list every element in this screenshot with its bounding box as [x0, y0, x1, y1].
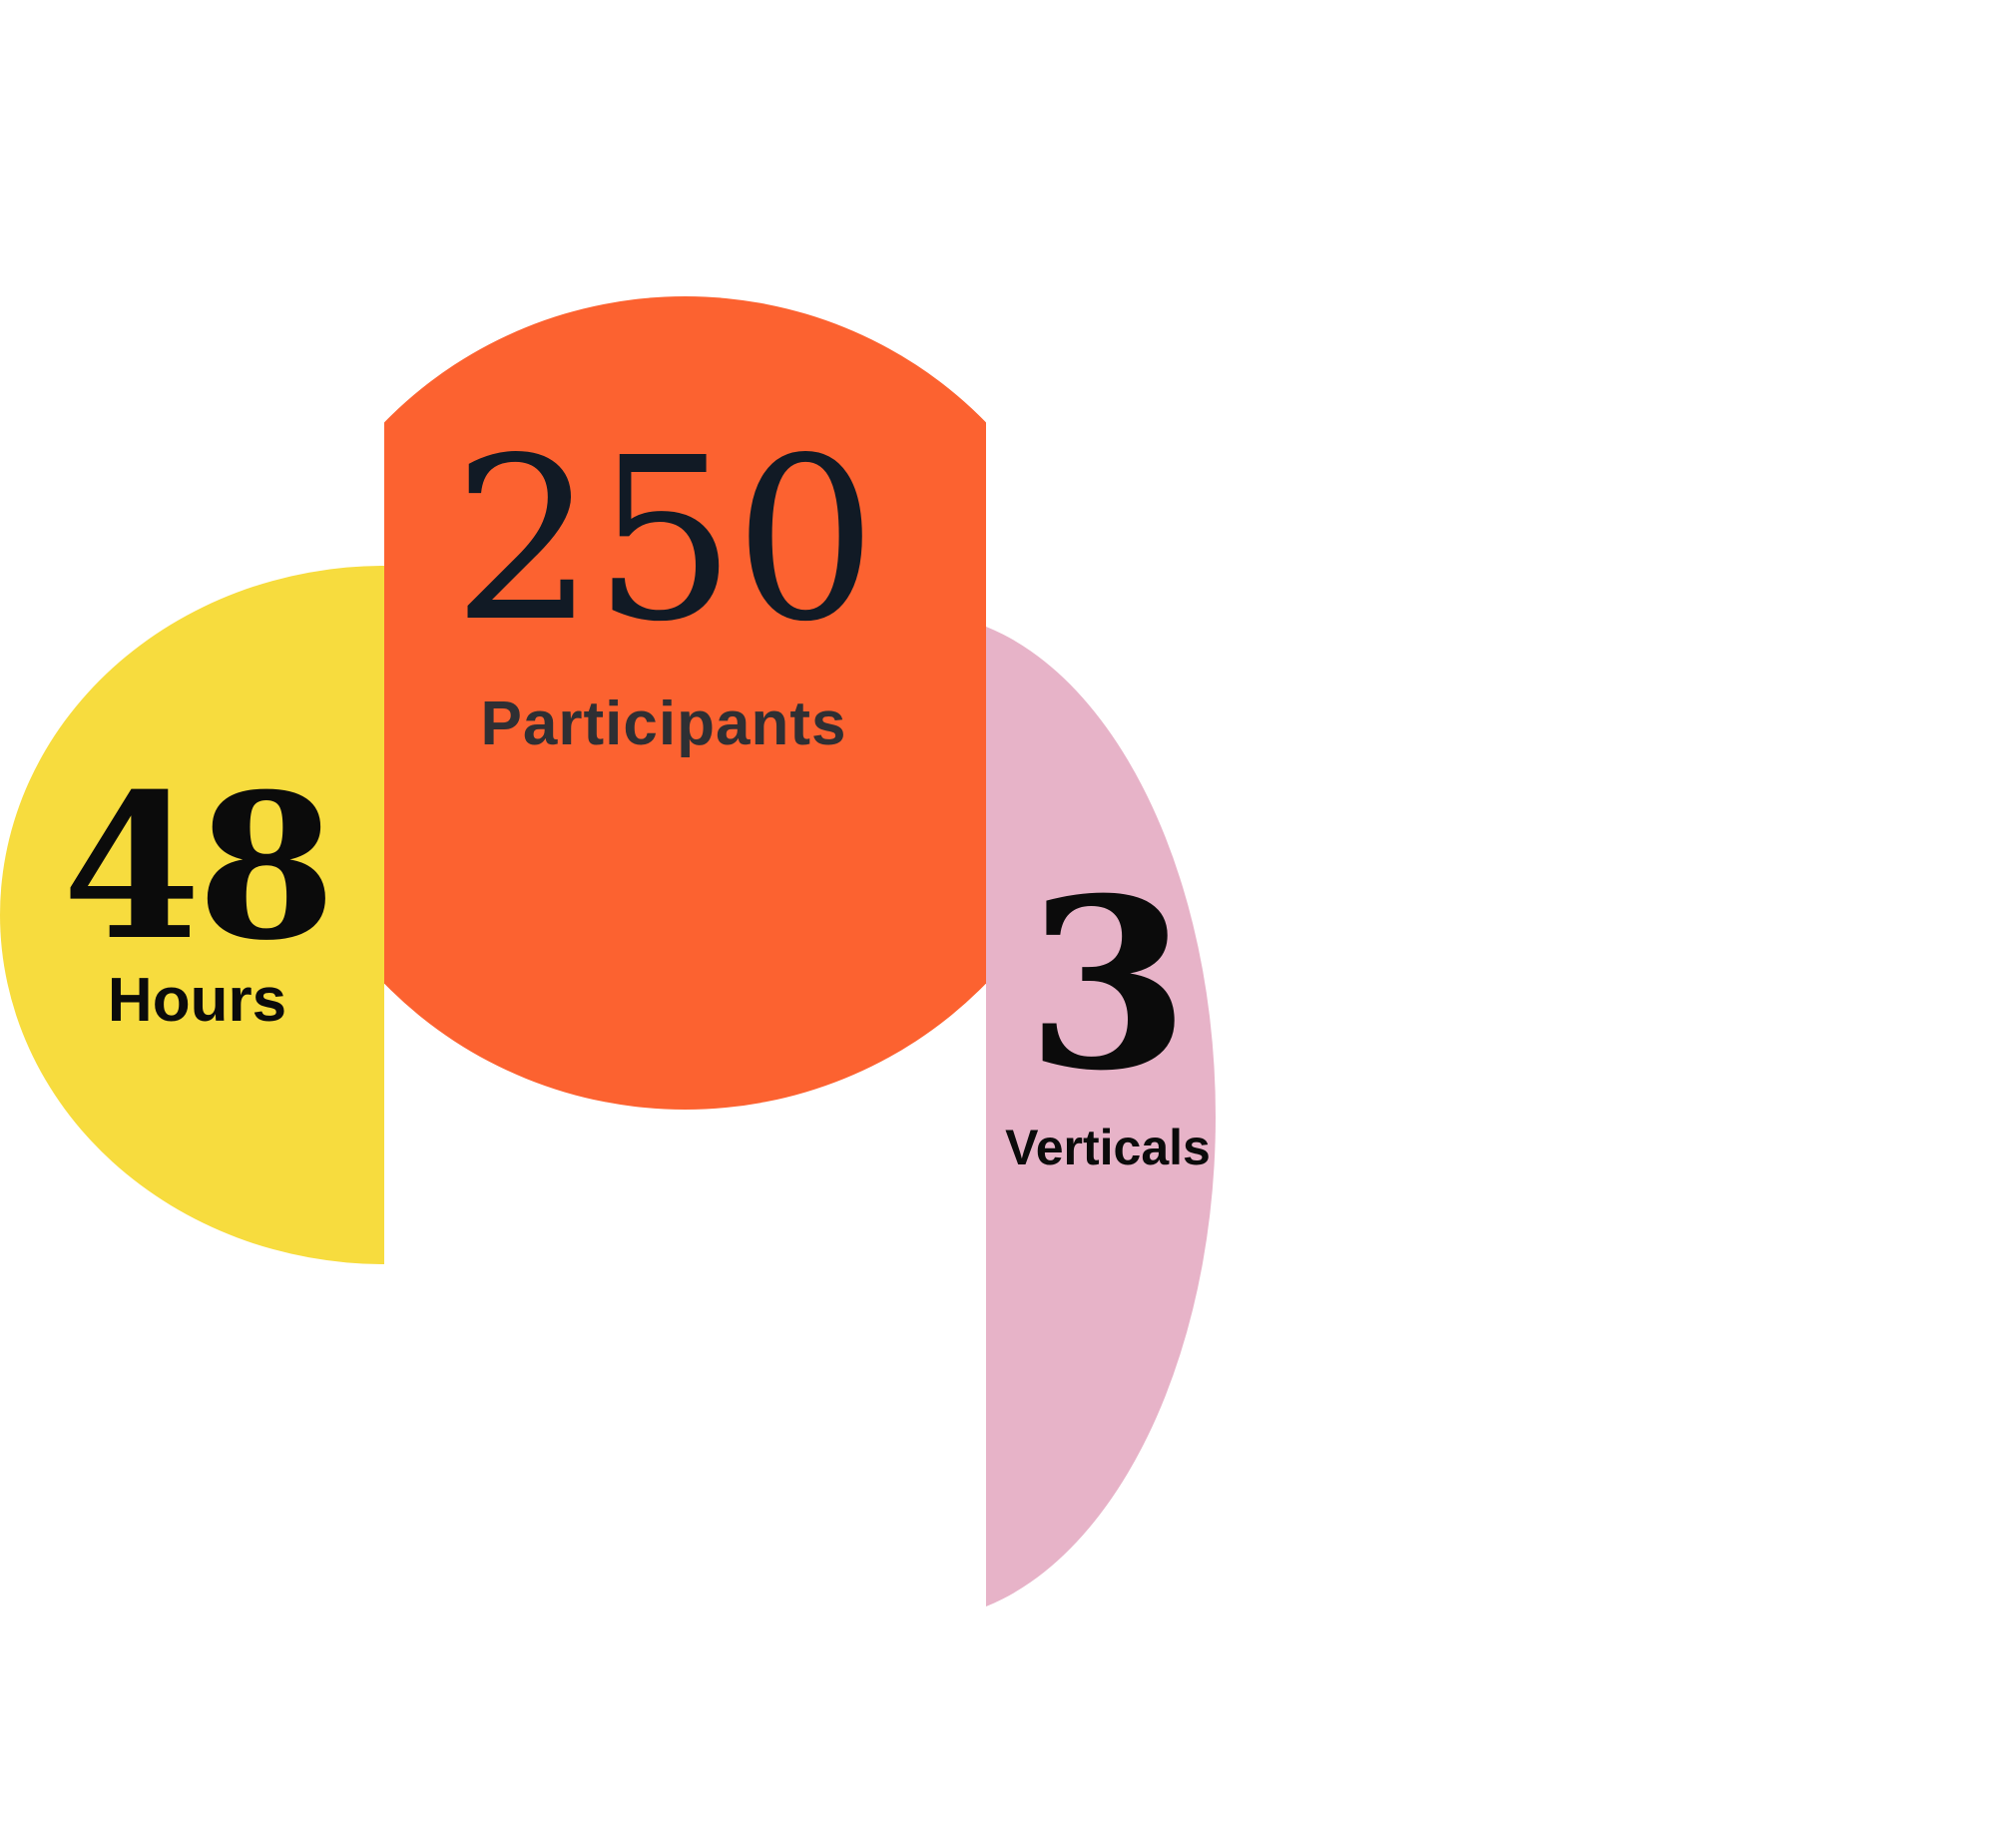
- participants-stat: 250 Participants: [444, 429, 883, 755]
- hours-stat: 48 Hours: [60, 750, 335, 1035]
- participants-number: 250: [452, 410, 876, 672]
- participants-panel: 250 Participants: [384, 0, 986, 1825]
- verticals-label: Verticals: [1005, 1120, 1211, 1175]
- participants-label: Participants: [480, 689, 847, 758]
- hours-label: Hours: [107, 966, 287, 1035]
- verticals-panel: 3 Verticals: [986, 0, 2016, 1825]
- verticals-clip: [986, 0, 1229, 1825]
- verticals-stat: 3 Verticals: [986, 847, 1230, 1175]
- hours-panel: 48 Hours: [0, 0, 384, 1825]
- hours-number: 48: [62, 750, 335, 985]
- verticals-number: 3: [1026, 847, 1190, 1123]
- participants-circle: [384, 296, 986, 1110]
